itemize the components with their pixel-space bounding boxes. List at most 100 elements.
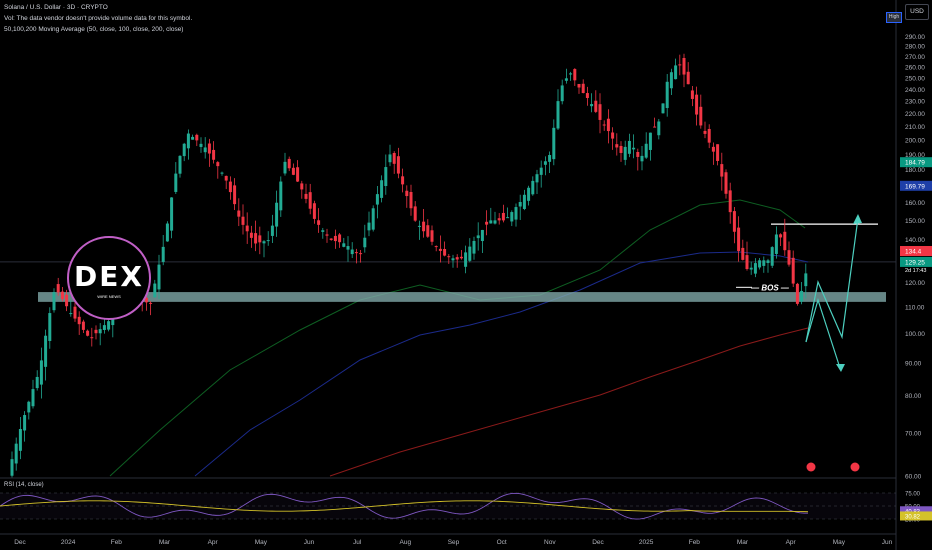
rsi-level-label: 25.00 [905, 518, 921, 524]
rsi-ma-line [0, 500, 809, 513]
candle-body [682, 58, 686, 75]
candle-body [90, 337, 94, 339]
candle-body [81, 321, 85, 330]
y-tick-label: 240.00 [905, 87, 925, 94]
price-label-box [900, 157, 932, 168]
x-tick-label: May [255, 539, 268, 546]
x-tick-label: Sep [448, 539, 460, 546]
y-tick-label: 230.00 [905, 99, 925, 106]
candle-body [791, 257, 795, 284]
x-tick-label: Oct [497, 539, 507, 546]
candle-body [724, 172, 728, 194]
candle-body [186, 133, 190, 149]
candle-body [422, 221, 426, 232]
y-tick-label: 80.00 [905, 393, 922, 400]
candle-body [23, 415, 27, 431]
candle-body [590, 104, 594, 107]
candle-body [199, 143, 203, 147]
ma100-line [194, 251, 809, 477]
y-tick-label: 280.00 [905, 44, 925, 51]
candle-body [300, 183, 304, 190]
candle-body [648, 132, 652, 150]
candle-body [514, 207, 518, 220]
x-tick-label: Apr [208, 539, 219, 546]
event-icon [850, 462, 860, 472]
candle-body [703, 130, 707, 134]
candle-body [636, 152, 640, 157]
candle-body [157, 264, 161, 290]
candle-body [241, 216, 245, 225]
candle-body [388, 154, 392, 163]
y-tick-label: 290.00 [905, 34, 925, 41]
candle-body [354, 252, 358, 254]
candle-body [245, 225, 249, 232]
candle-body [346, 246, 350, 250]
x-tick-label: Aug [400, 539, 412, 546]
x-tick-label: Feb [111, 539, 123, 546]
candle-body [459, 256, 463, 259]
candle-body [56, 284, 60, 293]
candle-body [476, 235, 480, 239]
x-tick-label: May [833, 539, 846, 546]
bearish-scenario-path [805, 297, 841, 369]
ma-indicator-label[interactable]: 50,100,200 Moving Average (50, close, 10… [4, 26, 184, 33]
candle-body [669, 72, 673, 89]
candle-body [585, 93, 589, 98]
candle-body [795, 283, 799, 304]
candle-body [279, 181, 283, 211]
candle-body [371, 208, 375, 230]
y-tick-label: 160.00 [905, 200, 925, 207]
y-tick-label: 200.00 [905, 138, 925, 145]
candle-body [527, 187, 531, 201]
candle-body [577, 83, 581, 88]
currency-button[interactable]: USD [905, 4, 929, 20]
x-tick-label: Jul [353, 539, 362, 546]
candle-body [732, 211, 736, 232]
candle-body [317, 220, 321, 225]
price-label-box [900, 246, 932, 257]
rsi-value-box [900, 511, 932, 521]
candle-body [770, 247, 774, 266]
candle-body [18, 428, 22, 451]
x-tick-label: Apr [786, 539, 797, 546]
candle-body [69, 313, 73, 315]
y-tick-label: 220.00 [905, 111, 925, 118]
candle-body [149, 302, 153, 304]
support-zone-rect [38, 292, 886, 302]
candle-body [338, 234, 342, 243]
candle-body [569, 73, 573, 75]
candle-body [510, 212, 514, 222]
candle-body [212, 149, 216, 160]
rsi-title[interactable]: RSI (14, close) [4, 482, 44, 488]
candle-body [426, 225, 430, 237]
x-tick-label: Mar [737, 539, 749, 546]
candle-body [787, 250, 791, 265]
ma50-line [109, 199, 806, 477]
candle-body [657, 121, 661, 136]
candle-body [77, 316, 81, 325]
candle-body [312, 203, 316, 219]
candle-body [455, 257, 459, 260]
y-tick-label: 70.00 [905, 430, 922, 437]
candle-body [224, 175, 228, 181]
volume-note: Vol: The data vendor doesn't provide vol… [4, 15, 193, 22]
candle-body [413, 206, 417, 221]
logo-subtext: WIRE NEWS [97, 294, 121, 299]
y-tick-label: 250.00 [905, 75, 925, 82]
bos-label: — BOS — [750, 283, 790, 292]
high-scale-button[interactable]: High [886, 12, 902, 23]
rsi-value-label: 30.82 [905, 514, 921, 520]
candle-body [10, 459, 14, 476]
candle-body [472, 240, 476, 254]
x-tick-label: Jun [304, 539, 315, 546]
candle-body [384, 167, 388, 187]
rsi-value-box [900, 506, 932, 516]
x-tick-label: Dec [592, 539, 604, 546]
candle-body [804, 273, 808, 287]
candle-body [619, 145, 623, 153]
price-label: 169.79 [905, 183, 925, 190]
candle-body [409, 192, 413, 209]
candle-body [539, 167, 543, 175]
candle-body [564, 78, 568, 81]
